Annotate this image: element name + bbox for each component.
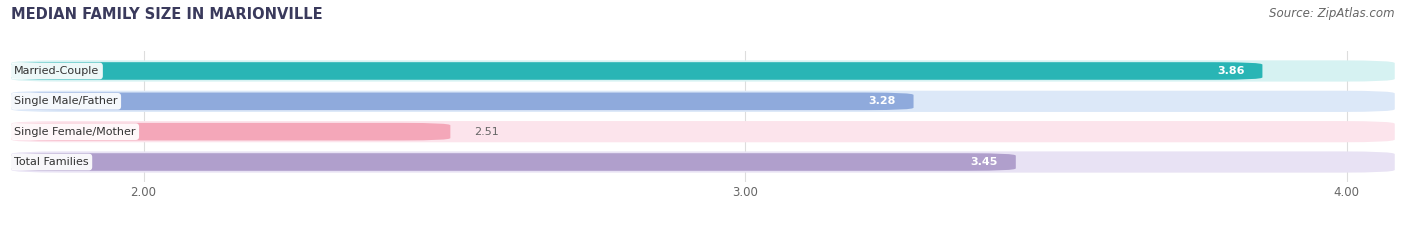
Text: Married-Couple: Married-Couple [14, 66, 100, 76]
FancyBboxPatch shape [11, 93, 914, 110]
Text: Total Families: Total Families [14, 157, 89, 167]
Text: 3.86: 3.86 [1216, 66, 1244, 76]
Text: Single Male/Father: Single Male/Father [14, 96, 118, 106]
FancyBboxPatch shape [11, 62, 1263, 80]
FancyBboxPatch shape [11, 121, 1395, 142]
FancyBboxPatch shape [11, 123, 450, 140]
Text: 2.51: 2.51 [474, 127, 499, 137]
FancyBboxPatch shape [11, 151, 1395, 173]
FancyBboxPatch shape [11, 153, 1015, 171]
Text: Single Female/Mother: Single Female/Mother [14, 127, 136, 137]
Text: Source: ZipAtlas.com: Source: ZipAtlas.com [1270, 7, 1395, 20]
FancyBboxPatch shape [11, 91, 1395, 112]
Text: 3.28: 3.28 [868, 96, 896, 106]
FancyBboxPatch shape [11, 60, 1395, 82]
Text: MEDIAN FAMILY SIZE IN MARIONVILLE: MEDIAN FAMILY SIZE IN MARIONVILLE [11, 7, 323, 22]
Text: 3.45: 3.45 [970, 157, 998, 167]
